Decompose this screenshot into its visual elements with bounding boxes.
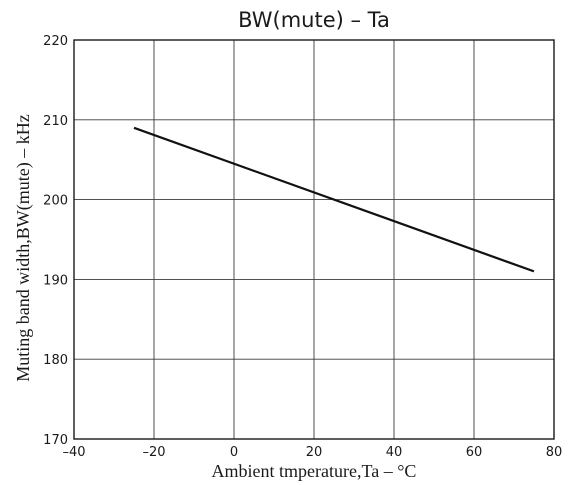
chart-title: BW(mute) – Ta	[238, 8, 390, 32]
grid	[74, 40, 554, 439]
y-tick-label: 170	[43, 433, 68, 448]
y-tick-label: 200	[43, 194, 68, 209]
x-tick-labels: –40 –20 0 20 40 60 80	[62, 445, 562, 460]
y-tick-label: 220	[43, 34, 68, 49]
series-line	[133, 126, 535, 273]
x-tick-label: 80	[546, 445, 563, 460]
y-axis-label: Muting band width,BW(mute) – kHz	[13, 114, 34, 381]
plot-frame	[73, 39, 555, 440]
y-tick-label: 180	[43, 353, 68, 368]
series-group	[133, 126, 535, 273]
y-tick-label: 210	[43, 114, 68, 129]
x-axis-label: Ambient tmperature,Ta – °C	[212, 461, 417, 481]
y-tick-label: 190	[43, 273, 68, 288]
y-tick-labels: 170 180 190 200 210 220	[43, 34, 68, 448]
x-tick-label: 20	[306, 445, 323, 460]
x-tick-label: 0	[230, 445, 238, 460]
x-tick-label: –40	[62, 445, 85, 460]
x-tick-label: –20	[142, 445, 165, 460]
x-tick-label: 40	[386, 445, 403, 460]
x-tick-label: 60	[466, 445, 483, 460]
